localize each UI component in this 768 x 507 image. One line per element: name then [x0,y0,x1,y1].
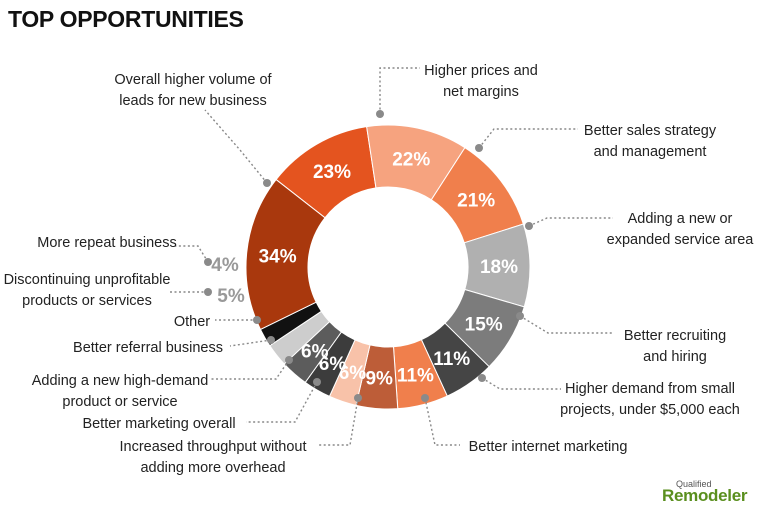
leader-line [379,67,420,114]
slice-overall-higher-volume-of-leads-for-new-business [245,178,326,331]
leader-line [175,245,209,263]
slice-value-label: 6% [301,341,329,362]
chart-title: TOP OPPORTUNITIES [8,6,244,32]
callout-label-better-internet-marketing: Better internet marketing [469,439,628,455]
leader-dot [516,312,524,320]
callout-label-higher-prices-and-net-margins: net margins [443,84,519,100]
callout-label-better-recruiting-and-hiring: Better recruiting [624,328,726,344]
leader-line [478,128,578,149]
leader-dot [263,179,271,187]
callout-label-adding-a-new-high-demand-product-or-service: Adding a new high-demand [32,373,209,389]
callout-label-adding-a-new-high-demand-product-or-service: product or service [62,394,177,410]
slice-value-label: 15% [465,314,503,335]
leader-line [246,381,318,423]
callout-label-overall-higher-volume-of-leads-for-new-business: leads for new business [119,93,267,109]
callout-label-adding-a-new-or-expanded-service-area: Adding a new or [628,211,733,227]
leader-dot [478,374,486,382]
leader-dot [525,222,533,230]
callout-label-better-referral-business: Better referral business [73,340,223,356]
leader-line [318,397,359,446]
leader-dot [354,394,362,402]
slice-value-label: 6% [319,354,347,375]
leader-dot [313,378,321,386]
leader-dot [376,110,384,118]
slice-value-label: 34% [259,246,297,267]
slice-value-label: 5% [217,286,245,307]
slice-value-label: 11% [397,366,434,387]
leader-dot [204,258,212,266]
callout-label-more-repeat-business: More repeat business [37,235,176,251]
slice-value-label: 23% [313,162,351,183]
slice-value-label: 18% [480,257,518,278]
slice-value-label: 21% [457,191,495,212]
callout-label-overall-higher-volume-of-leads-for-new-business: Overall higher volume of [114,72,272,88]
brand-logo-small-text: Qualified [676,479,712,489]
leader-line [204,109,268,184]
slice-value-label: 9% [365,369,393,390]
leader-dot [204,288,212,296]
brand-logo: Remodeler [662,486,748,505]
leader-line [229,339,272,347]
callout-label-better-marketing-overall: Better marketing overall [82,416,235,432]
callout-label-other: Other [174,314,210,330]
leader-line [424,397,460,446]
callout-label-better-recruiting-and-hiring: and hiring [643,349,707,365]
leader-line [210,359,290,380]
slice-value-label: 6% [339,363,367,384]
callout-label-increased-throughput-without-adding-more-overhead: adding more overhead [140,460,285,476]
leader-dot [475,144,483,152]
leader-line [519,315,613,334]
leader-dot [421,394,429,402]
callout-label-higher-prices-and-net-margins: Higher prices and [424,63,538,79]
callout-label-adding-a-new-or-expanded-service-area: expanded service area [607,232,755,248]
callout-label-higher-demand-from-small-projects-under-5-000-each: projects, under $5,000 each [560,402,740,418]
callout-label-increased-throughput-without-adding-more-overhead: Increased throughput without [119,439,306,455]
leader-dot [253,316,261,324]
slice-value-label: 4% [211,255,239,276]
callout-label-discontinuing-unprofitable-products-or-services: Discontinuing unprofitable [4,272,171,288]
callout-label-higher-demand-from-small-projects-under-5-000-each: Higher demand from small [565,381,735,397]
slice-value-label: 22% [392,149,430,170]
leader-line [528,217,613,227]
callout-label-better-sales-strategy-and-management: Better sales strategy [584,123,717,139]
callout-label-discontinuing-unprofitable-products-or-services: products or services [22,293,152,309]
leader-dot [267,336,275,344]
leader-line [481,377,561,390]
leader-dot [285,356,293,364]
callout-label-better-sales-strategy-and-management: and management [594,144,707,160]
slice-value-label: 11% [433,349,470,370]
